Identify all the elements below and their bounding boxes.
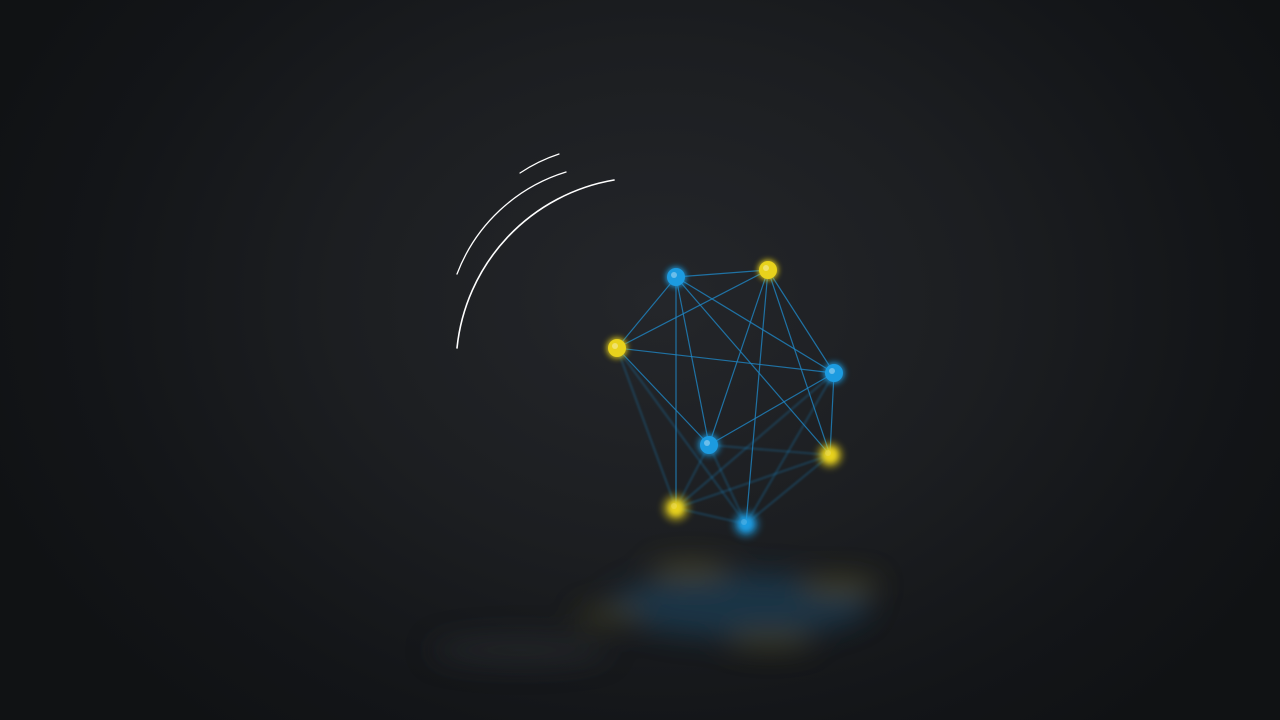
arc-inner (519, 153, 560, 174)
network-edge (708, 444, 831, 456)
network-edge (745, 372, 835, 525)
network-edge (675, 269, 769, 278)
network-edge (616, 347, 710, 446)
network-edge (675, 372, 835, 509)
network-edge (616, 276, 677, 349)
network-edge (616, 347, 747, 525)
network-edge (745, 269, 769, 525)
node-core (700, 436, 718, 454)
node-highlight (741, 519, 747, 525)
network-node-yellow (815, 440, 845, 470)
motion-arcs (456, 153, 615, 349)
network-nodes (605, 258, 846, 539)
network-node-blue (696, 432, 722, 458)
node-highlight (671, 503, 677, 509)
network-edge (675, 276, 831, 456)
node-highlight (612, 343, 618, 349)
network-edge (767, 269, 831, 456)
node-core (821, 446, 839, 464)
network-edge (616, 347, 835, 374)
network-edge (708, 372, 835, 446)
node-highlight (763, 265, 769, 271)
network-edge (616, 347, 677, 509)
network-node-blue (731, 509, 761, 539)
network-node-yellow (756, 258, 780, 282)
network-edge (616, 269, 769, 349)
node-core (759, 261, 777, 279)
floor-reflection (430, 562, 880, 664)
node-core (737, 515, 755, 533)
node-highlight (825, 450, 831, 456)
node-core (608, 339, 626, 357)
network-edge (767, 269, 835, 374)
arc-outer (456, 179, 615, 349)
network-node-yellow (605, 336, 629, 360)
network-edge (708, 269, 769, 446)
node-highlight (671, 272, 677, 278)
network-node-yellow (660, 492, 692, 524)
network-edges (616, 269, 835, 525)
node-core (667, 268, 685, 286)
network-edge (675, 276, 710, 446)
node-core (825, 364, 843, 382)
network-edge (675, 276, 835, 374)
node-core (667, 499, 685, 517)
network-edge (745, 454, 831, 525)
arc-middle (456, 171, 567, 275)
node-highlight (829, 368, 835, 374)
network-node-blue (822, 361, 846, 385)
node-highlight (704, 440, 710, 446)
network-edge (675, 454, 831, 509)
network-node-blue (664, 265, 688, 289)
